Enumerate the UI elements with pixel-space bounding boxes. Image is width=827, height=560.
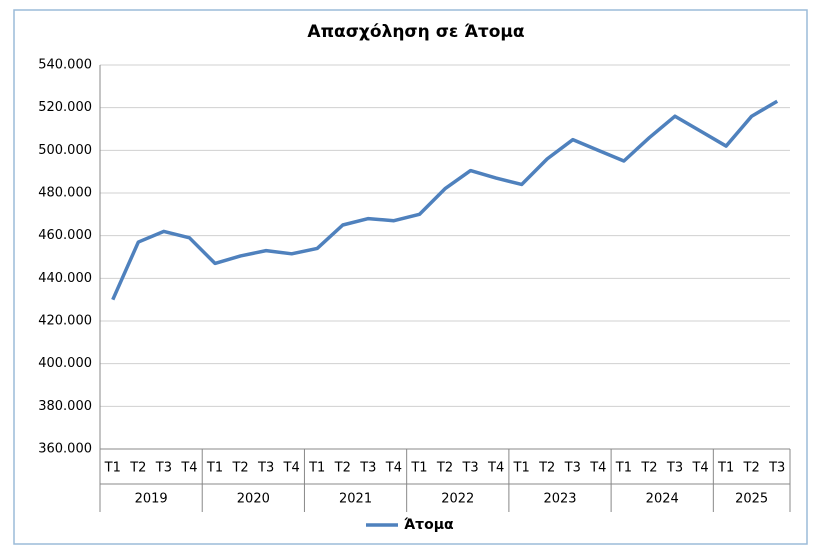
x-tick-label: T3: [359, 461, 376, 476]
x-group-label: 2024: [646, 492, 679, 507]
y-tick-label: 360.000: [38, 442, 92, 457]
y-tick-label: 380.000: [38, 399, 92, 414]
x-tick-label: T1: [206, 461, 223, 476]
chart-title: Απασχόληση σε Άτομα: [307, 22, 524, 42]
x-group-label: 2019: [135, 492, 168, 507]
x-group-label: 2020: [237, 492, 270, 507]
x-tick-label: T3: [768, 461, 785, 476]
y-tick-label: 500.000: [38, 143, 92, 158]
y-tick-label: 480.000: [38, 186, 92, 201]
x-tick-label: T1: [717, 461, 734, 476]
y-tick-label: 460.000: [38, 228, 92, 243]
x-group-label: 2021: [339, 492, 372, 507]
x-tick-label: T2: [129, 461, 146, 476]
x-tick-label: T1: [308, 461, 325, 476]
x-tick-label: T3: [461, 461, 478, 476]
x-tick-label: T2: [743, 461, 760, 476]
x-tick-label: T4: [691, 461, 708, 476]
x-tick-label: T1: [104, 461, 121, 476]
x-group-label: 2023: [543, 492, 576, 507]
data-line: [111, 99, 779, 301]
x-tick-label: T2: [334, 461, 351, 476]
x-tick-label: T1: [410, 461, 427, 476]
y-tick-label: 400.000: [38, 356, 92, 371]
x-tick-label: T2: [538, 461, 555, 476]
x-tick-label: T4: [487, 461, 504, 476]
x-tick-label: T2: [436, 461, 453, 476]
y-tick-label: 540.000: [38, 58, 92, 73]
chart-border: [13, 9, 808, 545]
x-group-label: 2025: [735, 492, 768, 507]
x-group-label: 2022: [441, 492, 474, 507]
x-tick-label: T3: [564, 461, 581, 476]
y-tick-label: 440.000: [38, 271, 92, 286]
x-tick-label: T1: [513, 461, 530, 476]
x-tick-label: T1: [615, 461, 632, 476]
x-tick-label: T4: [589, 461, 606, 476]
x-tick-label: T4: [283, 461, 300, 476]
x-tick-label: T4: [385, 461, 402, 476]
x-tick-label: T4: [180, 461, 197, 476]
legend-label: Άτομα: [404, 517, 454, 533]
x-tick-label: T2: [640, 461, 657, 476]
x-tick-label: T3: [257, 461, 274, 476]
y-tick-label: 520.000: [38, 100, 92, 115]
x-tick-label: T3: [155, 461, 172, 476]
y-tick-label: 420.000: [38, 314, 92, 329]
x-tick-label: T2: [231, 461, 248, 476]
x-tick-label: T3: [666, 461, 683, 476]
